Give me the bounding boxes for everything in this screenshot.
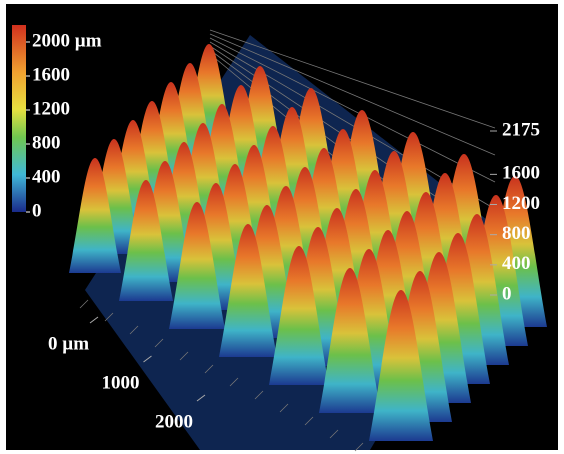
box-line [179,351,189,361]
peak [169,202,225,329]
peak [219,224,277,357]
x-tick-label: 1000 [102,372,140,393]
peak [319,268,381,413]
colorbar-label: 400 [32,166,61,187]
x-tick [143,355,152,363]
x-tick [196,394,206,402]
x-tick-label: 0 µm [48,333,89,354]
colorbar-label: 1600 [32,64,70,85]
colorbar-label: 800 [32,132,61,153]
z-tick-label: 0 [502,283,512,304]
box-line [354,442,364,452]
z-tick-label: 1200 [502,193,540,214]
box-line [154,338,164,348]
box-line [209,37,496,183]
colorbar [12,25,26,212]
colorbar-label: 2000 µm [32,30,102,51]
box-line [279,403,289,413]
box-line [229,377,239,387]
x-tick-label: 2000 [155,411,193,432]
box-line [209,29,496,129]
peak [119,180,173,301]
box-line [129,325,139,335]
box-line [104,312,114,322]
colorbar-label: 0 [32,200,42,221]
box-line [254,390,264,400]
peak [269,246,329,385]
z-tick-label: 400 [502,253,531,274]
box-line [79,299,89,309]
surface [69,44,547,441]
z-tick-label: 2175 [502,119,540,140]
box-line [329,429,339,439]
box-line [304,416,314,426]
x-tick [89,316,99,324]
colorbar-label: 1200 [32,98,70,119]
box-line [209,33,496,156]
z-tick-label: 800 [502,223,531,244]
peak [369,290,433,441]
z-tick-label: 1600 [502,163,540,184]
peak [69,158,121,273]
box-line [204,364,214,374]
